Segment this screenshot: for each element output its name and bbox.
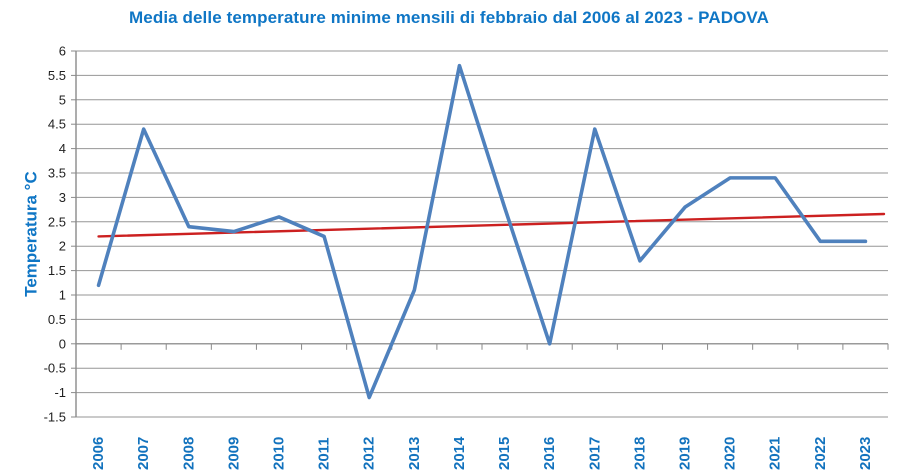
y-tick-label: 4.5 — [48, 117, 66, 132]
y-tick-label: 2 — [59, 239, 66, 254]
y-tick-label: 2.5 — [48, 214, 66, 229]
x-category-label: 2014 — [451, 436, 468, 470]
x-category-label: 2020 — [722, 437, 739, 470]
x-category-label: 2022 — [812, 437, 829, 470]
chart-title: Media delle temperature minime mensili d… — [129, 8, 769, 27]
x-category-label: 2021 — [767, 437, 784, 470]
y-tick-label: 4 — [59, 141, 66, 156]
y-tick-label: -1.5 — [44, 410, 66, 425]
x-category-label: 2018 — [631, 437, 648, 470]
y-tick-label: 1 — [59, 288, 66, 303]
y-tick-label: 5.5 — [48, 68, 66, 83]
temperature-line — [96, 63, 868, 400]
y-tick-label: 5 — [59, 92, 66, 107]
y-tick-label: 3 — [59, 190, 66, 205]
x-category-label: 2012 — [361, 437, 378, 470]
x-category-label: 2009 — [225, 437, 242, 470]
x-category-label: 2008 — [180, 437, 197, 470]
trend-line — [97, 212, 886, 238]
y-tick-label: 3.5 — [48, 166, 66, 181]
y-tick-label: -1 — [54, 385, 66, 400]
y-tick-label: 1.5 — [48, 263, 66, 278]
x-category-label: 2023 — [857, 437, 874, 470]
x-category-label: 2013 — [406, 437, 423, 470]
x-category-label: 2015 — [496, 437, 513, 470]
x-category-label: 2019 — [677, 437, 694, 470]
x-category-label: 2010 — [271, 437, 288, 470]
x-category-label: 2006 — [90, 437, 107, 470]
x-category-label: 2016 — [541, 437, 558, 470]
y-tick-label: 0 — [59, 336, 66, 351]
y-tick-label: -0.5 — [44, 361, 66, 376]
y-tick-label: 6 — [59, 44, 66, 59]
x-category-label: 2017 — [586, 437, 603, 470]
y-axis-title: Temperatura °C — [22, 171, 41, 297]
x-category-label: 2011 — [316, 437, 333, 470]
x-category-label: 2007 — [135, 437, 152, 470]
y-tick-label: 0.5 — [48, 312, 66, 327]
